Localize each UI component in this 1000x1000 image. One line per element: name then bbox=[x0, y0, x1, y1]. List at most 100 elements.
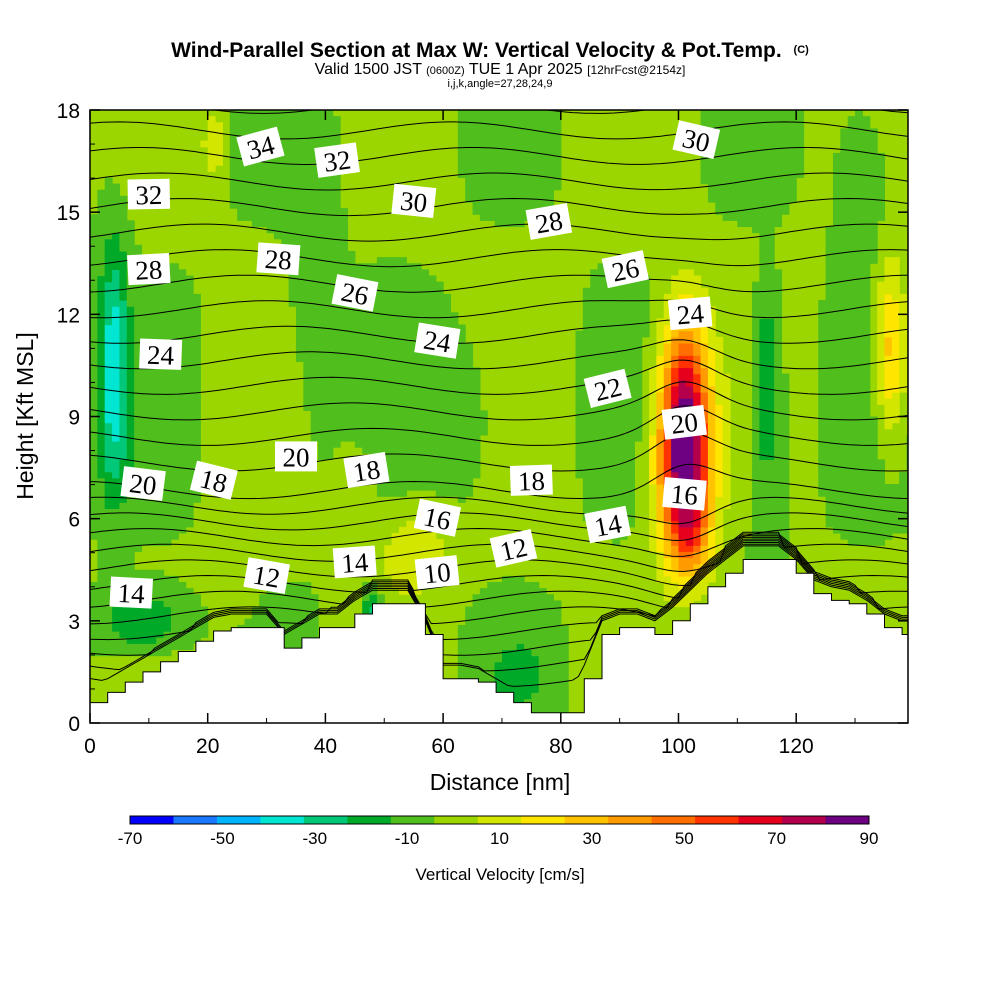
velocity-cell bbox=[524, 680, 532, 687]
velocity-cell bbox=[582, 287, 591, 295]
velocity-cell bbox=[413, 465, 422, 473]
velocity-cell bbox=[421, 477, 429, 485]
velocity-cell bbox=[141, 532, 150, 540]
velocity-cell bbox=[707, 453, 716, 461]
velocity-cell bbox=[634, 312, 643, 320]
velocity-cell bbox=[752, 526, 761, 534]
velocity-cell bbox=[818, 459, 827, 467]
velocity-cell bbox=[487, 631, 496, 638]
velocity-cell bbox=[678, 539, 687, 546]
velocity-cell bbox=[582, 434, 591, 442]
velocity-cell bbox=[178, 514, 187, 522]
velocity-cell bbox=[538, 655, 547, 663]
velocity-cell bbox=[97, 355, 106, 362]
velocity-cell bbox=[590, 361, 599, 369]
velocity-cell bbox=[501, 594, 510, 601]
velocity-cell bbox=[237, 152, 246, 160]
velocity-cell bbox=[774, 349, 783, 356]
velocity-cell bbox=[413, 453, 422, 461]
velocity-cell bbox=[766, 128, 775, 136]
velocity-cell bbox=[619, 355, 628, 362]
velocity-cell bbox=[678, 385, 687, 393]
velocity-cell bbox=[148, 508, 157, 516]
velocity-cell bbox=[119, 624, 128, 632]
velocity-cell bbox=[781, 195, 790, 203]
velocity-cell bbox=[546, 606, 555, 614]
velocity-cell bbox=[318, 373, 326, 381]
velocity-cell bbox=[90, 287, 98, 295]
velocity-cell bbox=[112, 300, 121, 307]
velocity-cell bbox=[590, 428, 599, 436]
velocity-cell bbox=[119, 342, 128, 350]
velocity-cell bbox=[538, 165, 547, 172]
velocity-cell bbox=[192, 336, 201, 344]
velocity-cell bbox=[163, 526, 172, 534]
velocity-cell bbox=[560, 643, 569, 651]
velocity-cell bbox=[156, 441, 165, 448]
velocity-cell bbox=[663, 312, 672, 320]
velocity-cell bbox=[325, 195, 334, 203]
velocity-cell bbox=[832, 250, 841, 258]
velocity-cell bbox=[509, 177, 518, 185]
velocity-cell bbox=[340, 373, 349, 381]
velocity-cell bbox=[715, 514, 724, 522]
velocity-cell bbox=[295, 214, 304, 221]
velocity-cell bbox=[126, 336, 135, 344]
velocity-cell bbox=[112, 520, 121, 528]
velocity-cell bbox=[325, 361, 334, 369]
velocity-cell bbox=[406, 391, 415, 399]
velocity-cell bbox=[840, 520, 849, 528]
velocity-cell bbox=[752, 441, 761, 448]
velocity-cell bbox=[627, 416, 635, 424]
velocity-cell bbox=[546, 177, 555, 185]
velocity-cell bbox=[553, 183, 562, 191]
velocity-cell bbox=[347, 318, 356, 326]
velocity-cell bbox=[678, 379, 687, 387]
velocity-cell bbox=[295, 195, 304, 203]
velocity-cell bbox=[134, 342, 143, 350]
velocity-cell bbox=[97, 275, 106, 283]
velocity-cell bbox=[369, 318, 378, 326]
velocity-cell bbox=[384, 281, 393, 289]
velocity-cell bbox=[406, 367, 415, 375]
velocity-cell bbox=[148, 373, 157, 381]
velocity-cell bbox=[126, 526, 135, 534]
velocity-cell bbox=[472, 146, 481, 154]
velocity-cell bbox=[759, 281, 768, 289]
velocity-cell bbox=[369, 269, 378, 277]
velocity-cell bbox=[310, 183, 319, 191]
velocity-cell bbox=[303, 275, 312, 283]
velocity-cell bbox=[273, 612, 282, 620]
velocity-cell bbox=[546, 165, 555, 172]
velocity-cell bbox=[700, 122, 709, 129]
velocity-cell bbox=[163, 643, 172, 651]
velocity-cell bbox=[318, 128, 326, 136]
velocity-cell bbox=[90, 275, 98, 283]
velocity-cell bbox=[781, 122, 790, 129]
velocity-cell bbox=[465, 416, 474, 424]
velocity-cell bbox=[362, 416, 371, 424]
velocity-cell bbox=[524, 618, 532, 626]
velocity-cell bbox=[126, 312, 135, 320]
velocity-cell bbox=[847, 293, 856, 301]
velocity-cell bbox=[715, 441, 724, 448]
velocity-cell bbox=[376, 300, 385, 307]
velocity-cell bbox=[428, 422, 437, 430]
velocity-cell bbox=[310, 312, 319, 320]
velocity-cell bbox=[656, 477, 665, 485]
velocity-cell bbox=[847, 275, 856, 283]
velocity-cell bbox=[700, 349, 709, 356]
velocity-cell bbox=[774, 152, 783, 160]
velocity-cell bbox=[840, 477, 849, 485]
velocity-cell bbox=[531, 128, 540, 136]
velocity-cell bbox=[413, 441, 422, 448]
velocity-cell bbox=[126, 373, 135, 381]
velocity-cell bbox=[457, 159, 466, 166]
velocity-cell bbox=[619, 398, 628, 405]
velocity-cell bbox=[332, 263, 341, 270]
velocity-cell bbox=[516, 612, 525, 620]
velocity-cell bbox=[700, 545, 709, 552]
velocity-cell bbox=[678, 453, 687, 461]
velocity-cell bbox=[693, 575, 702, 583]
velocity-cell bbox=[318, 134, 326, 142]
